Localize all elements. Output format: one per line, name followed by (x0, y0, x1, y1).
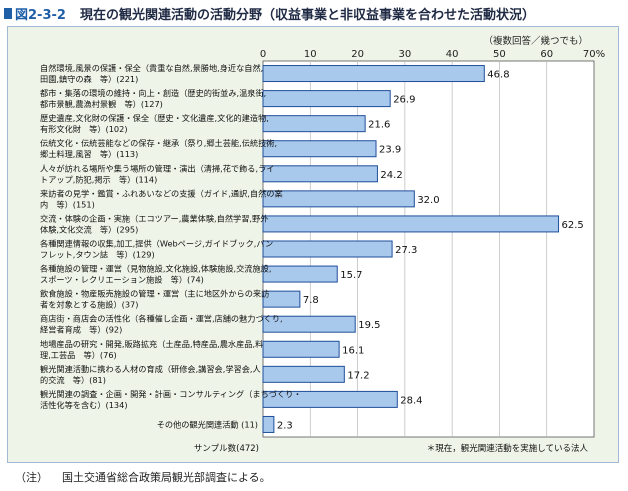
category-label: 自然環境,風景の保護・保全（貴重な自然,景勝地,身近な自然, (40, 63, 263, 73)
category-label: 者を対象とする施設）(37) (40, 300, 138, 310)
bar (262, 65, 485, 83)
bar-value-label: 24.2 (380, 170, 402, 181)
source-note: （注） 国土交通省総合政策局観光部調査による。 (15, 469, 271, 485)
note-text: 国土交通省総合政策局観光部調査による。 (62, 471, 271, 484)
figure-title-row: 図2-3-2 現在の観光関連活動の活動分野（収益事業と非収益事業を合わせた活動状… (4, 4, 535, 23)
bar-value-label: 17.2 (347, 370, 369, 381)
category-label: 観光関連活動に携わる人材の育成（研修会,講習会,学習会,人 (40, 364, 261, 374)
category-label: 伝統文化・伝統芸能などの保存・継承（祭り,郷土芸能,伝統技術, (40, 138, 277, 148)
category-label: 経営者育成 等）(92) (40, 325, 122, 335)
category-label: 田園,鎮守の森 等）(221) (40, 74, 138, 84)
bar (262, 315, 356, 333)
x-tick-label: 0 (260, 49, 266, 60)
category-label: その他の観光関連活動 (11) (157, 419, 258, 429)
category-label: 有形文化財 等）(102) (40, 124, 128, 134)
bar-value-label: 7.8 (303, 295, 319, 306)
unit-note: （複数回答／幾つでも） (483, 35, 588, 47)
category-label: 来訪者の見学・鑑賞・ふれあいなどの支援（ガイド,通訳,自然の案 (40, 188, 283, 198)
bar-value-label: 21.6 (368, 120, 390, 131)
bar-value-label: 46.8 (487, 70, 509, 81)
category-label: 各種関連情報の収集,加工,提供（Webページ,ガイドブック,パン (40, 239, 273, 249)
category-label: フレット,タウン誌 等）(129) (40, 250, 155, 260)
title-marker-square (4, 7, 12, 19)
bar-value-label: 28.4 (400, 395, 422, 406)
bar-value-label: 23.9 (379, 145, 401, 156)
bar (262, 290, 301, 308)
bar (262, 165, 378, 183)
category-label: 各種施設の管理・運営（見物施設,文化施設,体験施設,交流施設, (40, 264, 271, 274)
chart-footnote: ＊現在，観光関連活動を実施している法人 (427, 443, 589, 454)
note-label: （注） (15, 471, 48, 484)
x-tick-label: 20 (351, 49, 364, 60)
x-tick-label: 70% (583, 49, 605, 60)
category-label: 地場産品の研究・開発,販路拡充（土産品,特産品,農水産品,料 (40, 339, 263, 349)
category-label: 交流・体験の企画・実施（エコツアー,農業体験,自然学習,野外 (40, 213, 268, 223)
bar-value-label: 16.1 (342, 345, 364, 356)
category-label: 飲食施設・物産販売施設の管理・運営（主に地区外からの来訪 (40, 289, 269, 299)
bar (262, 215, 560, 233)
x-tick-label: 10 (304, 49, 317, 60)
figure-number: 図2-3-2 (15, 7, 66, 23)
x-tick-label: 60 (540, 49, 553, 60)
category-label: 内 等）(151) (40, 199, 95, 209)
x-tick-label: 50 (493, 49, 506, 60)
sample-size-label: サンプル数(472) (194, 443, 259, 454)
category-label: 活性化等を含む）(134) (40, 400, 128, 410)
x-tick-label: 40 (446, 49, 459, 60)
category-label: トアップ,防犯,掲示 等）(114) (40, 174, 157, 184)
bar (262, 90, 391, 108)
bar (262, 340, 340, 358)
category-label: 歴史遺産,文化財の保護・保全（歴史・文化遺産,文化的建造物, (40, 113, 269, 123)
category-label: 体験,文化交流 等）(295) (40, 224, 138, 234)
category-label: 都市景観,農漁村景観 等）(127) (40, 99, 163, 109)
category-label: 観光関連の調査・企画・開発・計画・コンサルティング（まちづくり・ (40, 389, 302, 399)
category-label: スポーツ・レクリエーション施設 等）(74) (40, 275, 204, 285)
category-label: 都市・集落の環境の維持・向上・創造（歴史的街並み,温泉街, (40, 88, 266, 98)
category-label: 的交流 等）(81) (40, 375, 106, 385)
bar-value-label: 15.7 (340, 270, 362, 281)
bar-value-label: 2.3 (277, 420, 293, 431)
bar-value-label: 27.3 (395, 245, 417, 256)
bar (262, 365, 345, 383)
bar (262, 415, 275, 433)
bar (262, 115, 366, 133)
figure-title: 現在の観光関連活動の活動分野（収益事業と非収益事業を合わせた活動状況） (79, 7, 535, 23)
bar (262, 265, 338, 283)
bar-value-label: 26.9 (393, 95, 415, 106)
category-label: 理,工芸品 等）(76) (40, 350, 117, 360)
bar (262, 190, 415, 208)
x-tick-label: 30 (398, 49, 411, 60)
category-label: 商店街・商店会の活性化（各種催し企画・運営,店舗の魅力づくり, (40, 314, 283, 324)
category-label: 人々が訪れる場所や集う場所の管理・演出（清掃,花で飾る,ライ (40, 163, 274, 173)
bar-value-label: 62.5 (562, 220, 584, 231)
bar (262, 240, 393, 258)
bar (262, 140, 377, 158)
bar-value-label: 32.0 (417, 195, 439, 206)
bar (262, 390, 398, 408)
bar-value-label: 19.5 (358, 320, 380, 331)
category-label: 郷土料理,風習 等）(113) (40, 149, 138, 159)
